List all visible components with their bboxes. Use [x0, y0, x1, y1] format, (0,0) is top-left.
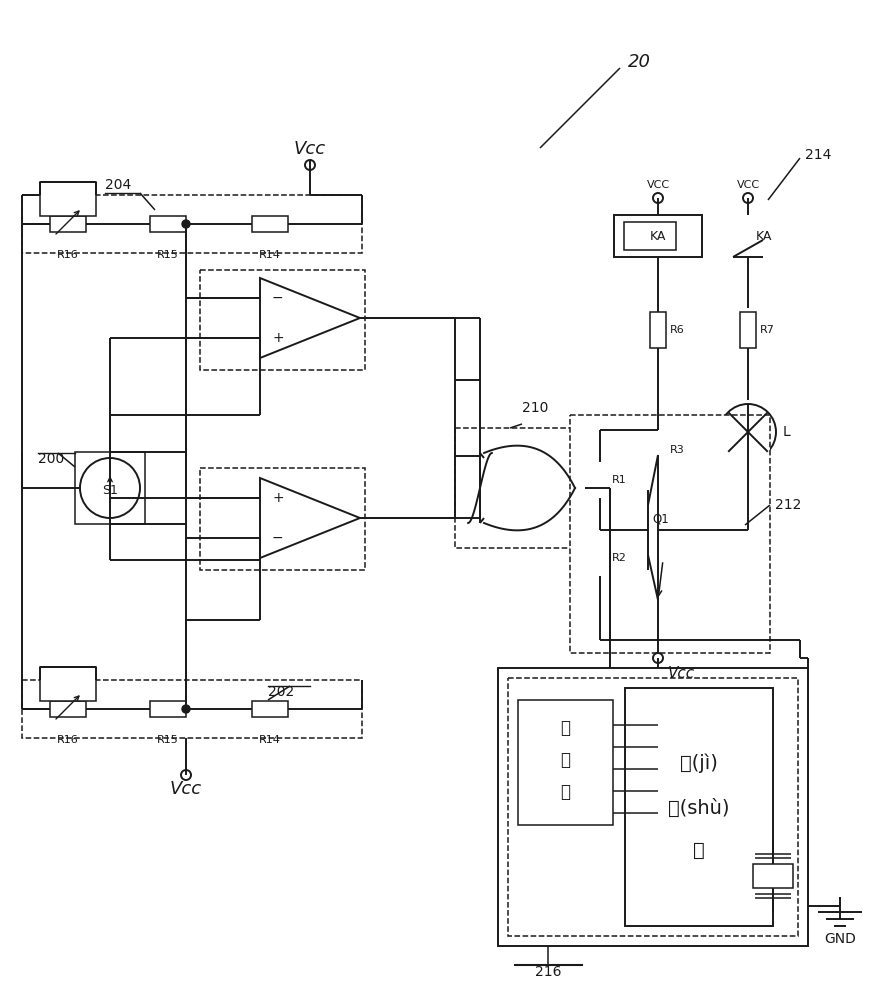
Text: 器: 器 [693, 840, 705, 859]
Text: 214: 214 [805, 148, 831, 162]
Text: 計(jì): 計(jì) [680, 753, 718, 773]
Bar [498, 668, 808, 946]
Text: R6: R6 [670, 325, 684, 335]
Text: R16: R16 [57, 735, 79, 745]
Bar [624, 222, 676, 250]
Text: 寄: 寄 [560, 719, 570, 737]
Bar [50, 216, 86, 232]
Bar [508, 678, 798, 936]
Bar [740, 312, 756, 348]
Text: R14: R14 [259, 735, 281, 745]
Bar [252, 701, 288, 717]
Text: KA: KA [650, 230, 667, 242]
Text: R15: R15 [158, 735, 179, 745]
Text: Q1: Q1 [652, 512, 668, 525]
Bar [150, 216, 186, 232]
Text: 存: 存 [560, 751, 570, 769]
Text: S1: S1 [102, 484, 118, 496]
Circle shape [596, 526, 604, 534]
Bar [22, 195, 362, 253]
Bar [40, 667, 96, 701]
Text: Vcc: Vcc [294, 140, 326, 158]
Text: 216: 216 [535, 965, 562, 979]
Text: L: L [783, 425, 790, 439]
Text: −: − [272, 291, 284, 305]
Bar [614, 215, 702, 257]
Text: R15: R15 [158, 250, 179, 260]
Text: 數(shù): 數(shù) [668, 798, 730, 818]
Bar [40, 182, 96, 216]
Bar [252, 216, 288, 232]
Bar [592, 540, 608, 576]
Text: +: + [272, 331, 284, 345]
Bar [650, 312, 666, 348]
Text: Vcc: Vcc [170, 780, 202, 798]
Text: R3: R3 [670, 445, 684, 455]
Text: 20: 20 [628, 53, 651, 71]
Bar [200, 270, 365, 370]
Bar [753, 864, 793, 888]
Text: R14: R14 [259, 250, 281, 260]
Bar [22, 680, 362, 738]
Text: R16: R16 [57, 250, 79, 260]
Bar [75, 452, 145, 524]
Bar [592, 462, 608, 498]
Text: −: − [272, 531, 284, 545]
Bar [50, 701, 86, 717]
Bar [650, 432, 666, 468]
Text: VCC: VCC [736, 180, 759, 190]
Bar [625, 688, 773, 926]
Text: 210: 210 [522, 401, 548, 415]
Text: Vcc: Vcc [668, 666, 695, 681]
Text: 200: 200 [38, 452, 64, 466]
Circle shape [182, 220, 190, 228]
Text: R7: R7 [760, 325, 775, 335]
Text: R1: R1 [612, 475, 627, 485]
Text: 器: 器 [560, 783, 570, 801]
Text: KA: KA [756, 230, 773, 242]
Text: VCC: VCC [646, 180, 669, 190]
Bar [570, 415, 770, 653]
Text: 212: 212 [775, 498, 801, 512]
Bar [518, 700, 613, 825]
Circle shape [182, 705, 190, 713]
Bar [455, 428, 605, 548]
Text: R2: R2 [612, 553, 627, 563]
Bar [200, 468, 365, 570]
Text: 202: 202 [268, 685, 295, 699]
Text: 204: 204 [105, 178, 131, 192]
Text: GND: GND [824, 932, 856, 946]
Text: +: + [272, 491, 284, 505]
Bar [150, 701, 186, 717]
